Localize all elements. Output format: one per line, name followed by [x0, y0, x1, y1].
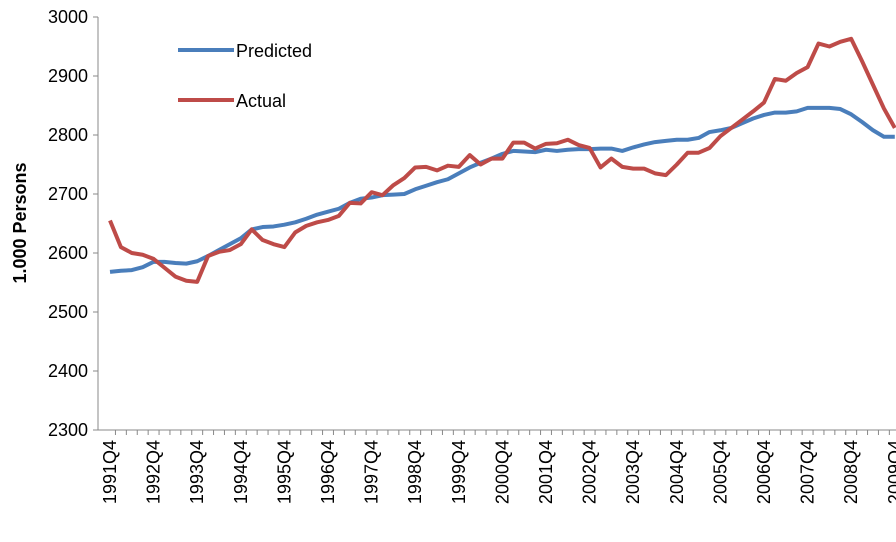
- x-tick-label: 1999Q4: [449, 440, 469, 504]
- x-tick-label: 2008Q4: [841, 440, 861, 504]
- x-tick-label: 1997Q4: [362, 440, 382, 504]
- legend-label: Actual: [236, 91, 286, 111]
- x-tick-label: 2009Q4: [885, 440, 896, 504]
- y-tick-label: 2300: [48, 420, 88, 440]
- x-tick-label: 2006Q4: [754, 440, 774, 504]
- x-tick-label: 2007Q4: [798, 440, 818, 504]
- x-tick-label: 1994Q4: [231, 440, 251, 504]
- x-tick-label: 1993Q4: [187, 440, 207, 504]
- x-tick-label: 1996Q4: [318, 440, 338, 504]
- y-axis-title: 1.000 Persons: [10, 162, 30, 283]
- y-tick-label: 2400: [48, 361, 88, 381]
- y-tick-label: 2900: [48, 66, 88, 86]
- y-tick-label: 2600: [48, 243, 88, 263]
- y-tick-label: 3000: [48, 7, 88, 27]
- x-tick-label: 2002Q4: [580, 440, 600, 504]
- y-tick-label: 2500: [48, 302, 88, 322]
- y-tick-label: 2700: [48, 184, 88, 204]
- x-tick-label: 2001Q4: [536, 440, 556, 504]
- x-tick-label: 2000Q4: [492, 440, 512, 504]
- legend-label: Predicted: [236, 41, 312, 61]
- x-tick-label: 2004Q4: [667, 440, 687, 504]
- y-tick-label: 2800: [48, 125, 88, 145]
- series-line: [108, 36, 896, 284]
- x-tick-label: 1992Q4: [144, 440, 164, 504]
- x-tick-label: 1995Q4: [274, 440, 294, 504]
- x-tick-label: 2005Q4: [710, 440, 730, 504]
- x-tick-label: 1991Q4: [100, 440, 120, 504]
- series-line: [109, 105, 895, 274]
- x-tick-label: 2003Q4: [623, 440, 643, 504]
- x-tick-label: 1998Q4: [405, 440, 425, 504]
